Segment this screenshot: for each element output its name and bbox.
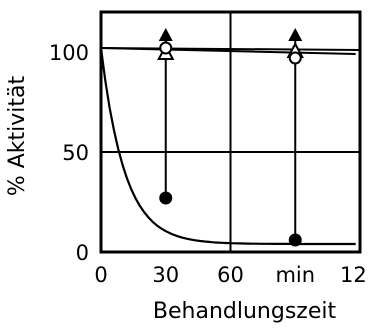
x-tick-label: 120 <box>340 263 368 287</box>
y-tick-label: 100 <box>49 41 89 65</box>
fit-curves <box>99 36 361 246</box>
x-tick-label: min <box>275 263 315 287</box>
y-axis-label: % Aktivität <box>5 75 30 196</box>
data-point-filled-triangle <box>158 28 173 41</box>
x-axis-label: Behandlungszeit <box>153 299 337 324</box>
y-tick-label: 0 <box>76 241 89 265</box>
data-point-open-circle <box>159 41 173 55</box>
data-point-filled-circle <box>159 191 173 205</box>
x-tick-label: 0 <box>94 263 107 287</box>
data-point-filled-triangle <box>288 28 303 41</box>
plot-frame <box>99 10 362 254</box>
fit-line-stable-2 <box>100 47 361 51</box>
y-tick-label: 50 <box>62 141 89 165</box>
data-points <box>157 28 304 247</box>
data-point-filled-circle <box>288 233 302 247</box>
fit-curve-decay <box>99 47 356 246</box>
x-tick-label: 60 <box>217 263 244 287</box>
ticks: 0 30 60 min 120 0 50 100 <box>49 41 368 287</box>
data-point-open-circle <box>288 51 302 65</box>
x-tick-label: 30 <box>152 263 179 287</box>
